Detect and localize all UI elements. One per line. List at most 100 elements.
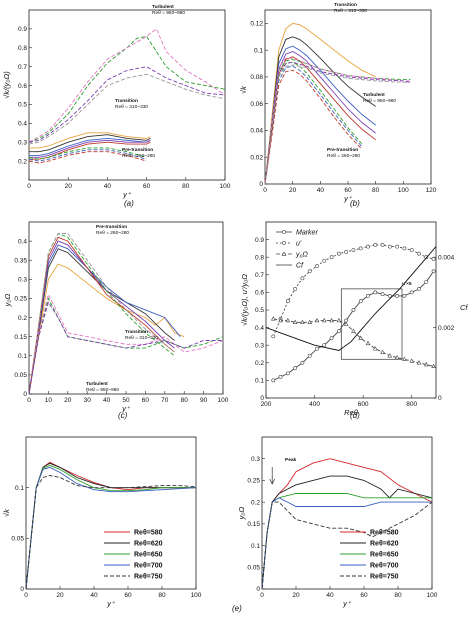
- data-point: [395, 244, 400, 249]
- y-tick-label: 0.9: [255, 237, 264, 244]
- x-tick-label: 0: [27, 183, 31, 190]
- series-line: [28, 28, 226, 143]
- y-tick-label: 0.3: [18, 139, 27, 146]
- panel-caption: (b): [350, 199, 360, 208]
- y-tick-label: 0.35: [14, 257, 27, 264]
- data-point: [358, 246, 363, 251]
- data-point: [343, 321, 349, 326]
- data-point: [365, 340, 371, 346]
- x-tick-label: 40: [317, 187, 325, 194]
- y-tick-label: 0.3: [18, 277, 27, 284]
- data-point: [402, 356, 407, 361]
- annotation-label: Reθ = 260~280: [122, 153, 155, 159]
- data-point: [315, 346, 319, 351]
- panel-caption: (d): [350, 411, 360, 420]
- chart-a: 0 20 40 60 80 100 0.2 0.3 0.4 0.5 0.6 0.7 0.8 0.9 y⁺ √k…: [2, 4, 231, 208]
- y-axis-label: √k: [2, 508, 11, 517]
- y-tick-label: 0.3: [251, 456, 260, 463]
- series-line: [261, 497, 432, 590]
- y-tick-label: 0.1: [251, 543, 260, 550]
- annotation-label: Reθ = 260~280: [327, 153, 360, 159]
- plot-frame: [25, 436, 197, 590]
- data-point: [351, 308, 356, 312]
- x-tick-label: 20: [56, 592, 64, 599]
- series-line: [264, 51, 376, 185]
- y-tick-label: 0.4: [18, 238, 27, 245]
- y-tick-label: 0.7: [18, 64, 27, 71]
- x-tick-label: 40: [90, 592, 98, 599]
- y2-tick-label: 0.002: [438, 325, 455, 332]
- data-point: [409, 358, 415, 363]
- y-tick-label: 0: [259, 181, 263, 188]
- x-tick-label: 60: [142, 397, 150, 404]
- data-point: [431, 269, 436, 274]
- data-point: [366, 244, 370, 249]
- series-line: [264, 61, 411, 185]
- series-line: [28, 233, 175, 395]
- series-line: [264, 59, 411, 185]
- plot-frame: [265, 221, 437, 399]
- x-tick-label: 50: [122, 397, 130, 404]
- data-point: [292, 319, 298, 325]
- y2-axis-label: Cf: [460, 303, 468, 312]
- x-tick-label: 20: [65, 183, 73, 190]
- annotation-label: Transition: [334, 2, 357, 8]
- x-tick-label: 60: [360, 592, 368, 599]
- x-tick-label: 100: [398, 187, 409, 194]
- y-tick-label: 0.6: [255, 290, 264, 297]
- data-point: [417, 286, 421, 291]
- data-point: [322, 258, 327, 263]
- y-tick-label: 0.25: [247, 478, 260, 485]
- x-tick-label: 90: [200, 397, 208, 404]
- y-tick-label: 0.06: [250, 101, 263, 108]
- y-tick-label: 0.15: [14, 334, 27, 341]
- data-point: [431, 257, 436, 261]
- series-line: [28, 248, 175, 395]
- x-tick-label: 40: [326, 592, 334, 599]
- annotation-label: Pre-transition: [327, 147, 358, 153]
- y-tick-label: 0.4: [18, 121, 27, 128]
- legend-label: Reθ=650: [370, 552, 399, 559]
- peak-arrow-head: [269, 478, 276, 485]
- annotation-label: Turbulent: [152, 4, 174, 10]
- data-point: [416, 360, 422, 365]
- series-line: [264, 64, 411, 185]
- series-line: [28, 35, 226, 143]
- x-tick-label: 100: [427, 592, 438, 599]
- y-tick-label: 0.2: [18, 315, 27, 322]
- data-point: [307, 269, 312, 274]
- plot-frame: [261, 436, 433, 590]
- data-point: [380, 349, 385, 354]
- inset-box: [340, 288, 403, 360]
- series-line: [28, 293, 224, 395]
- data-point: [336, 317, 342, 323]
- chart-c: 0 10 20 30 40 50 60 70 80 90 100 0 0.05 0.1 0.15 0.2 0.2…: [3, 221, 229, 420]
- legend-label: Reθ=580: [134, 530, 163, 537]
- data-point: [300, 319, 305, 325]
- data-point: [315, 264, 319, 268]
- y-tick-label: 0.08: [250, 74, 263, 81]
- y-tick-label: 0: [260, 395, 264, 402]
- legend-label: Cf: [296, 263, 304, 270]
- series-line: [28, 301, 223, 395]
- data-point: [358, 299, 363, 304]
- annotation-label: Reθ = 310~330: [115, 104, 148, 110]
- y2-tick-label: 0.004: [438, 254, 455, 261]
- x-tick-label: 100: [191, 592, 202, 599]
- data-point: [314, 317, 320, 323]
- x-tick-label: 80: [181, 397, 189, 404]
- x-tick-label: 0: [24, 592, 28, 599]
- x-tick-label: 40: [104, 183, 112, 190]
- legend-label: Reθ=620: [370, 541, 399, 548]
- series-line: [25, 464, 196, 590]
- x-tick-label: 0: [263, 187, 267, 194]
- x-tick-label: 60: [124, 592, 132, 599]
- x-tick-label: 30: [84, 397, 92, 404]
- data-point: [329, 317, 334, 323]
- series-line: [25, 466, 197, 590]
- data-point: [329, 336, 334, 341]
- x-tick-label: 70: [161, 397, 169, 404]
- y-tick-label: 0.9: [18, 26, 27, 33]
- series-line: [265, 246, 437, 351]
